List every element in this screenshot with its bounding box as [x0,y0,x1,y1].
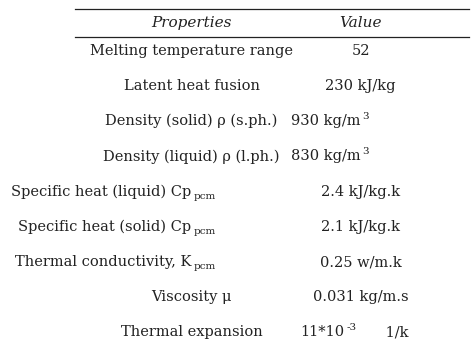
Text: 0.031 kg/m.s: 0.031 kg/m.s [313,290,409,304]
Text: Value: Value [339,16,382,30]
Text: 930 kg/m: 930 kg/m [291,114,361,128]
Text: 2.1 kJ/kg.k: 2.1 kJ/kg.k [321,220,400,234]
Text: 3: 3 [362,147,369,156]
Text: pcm: pcm [193,192,216,201]
Text: Density (solid) ρ (s.ph.): Density (solid) ρ (s.ph.) [105,114,278,128]
Text: 11*10: 11*10 [301,325,345,339]
Text: Thermal expansion: Thermal expansion [121,325,263,339]
Text: 3: 3 [362,112,369,121]
Text: -3: -3 [346,323,357,332]
Text: 230 kJ/kg: 230 kJ/kg [325,79,396,93]
Text: Latent heat fusion: Latent heat fusion [124,79,259,93]
Text: Viscosity μ: Viscosity μ [151,290,232,304]
Text: 52: 52 [351,44,370,58]
Text: 0.25 w/m.k: 0.25 w/m.k [319,255,401,269]
Text: Specific heat (liquid) Cp: Specific heat (liquid) Cp [11,185,191,199]
Text: pcm: pcm [193,262,216,271]
Text: Thermal conductivity, K: Thermal conductivity, K [15,255,191,269]
Text: pcm: pcm [193,227,216,236]
Text: Melting temperature range: Melting temperature range [90,44,293,58]
Text: Properties: Properties [151,16,232,30]
Text: 2.4 kJ/kg.k: 2.4 kJ/kg.k [321,185,400,198]
Text: Specific heat (solid) Cp: Specific heat (solid) Cp [18,220,191,234]
Text: 1/k: 1/k [381,325,408,339]
Text: 830 kg/m: 830 kg/m [291,150,361,163]
Text: Density (liquid) ρ (l.ph.): Density (liquid) ρ (l.ph.) [103,149,280,164]
